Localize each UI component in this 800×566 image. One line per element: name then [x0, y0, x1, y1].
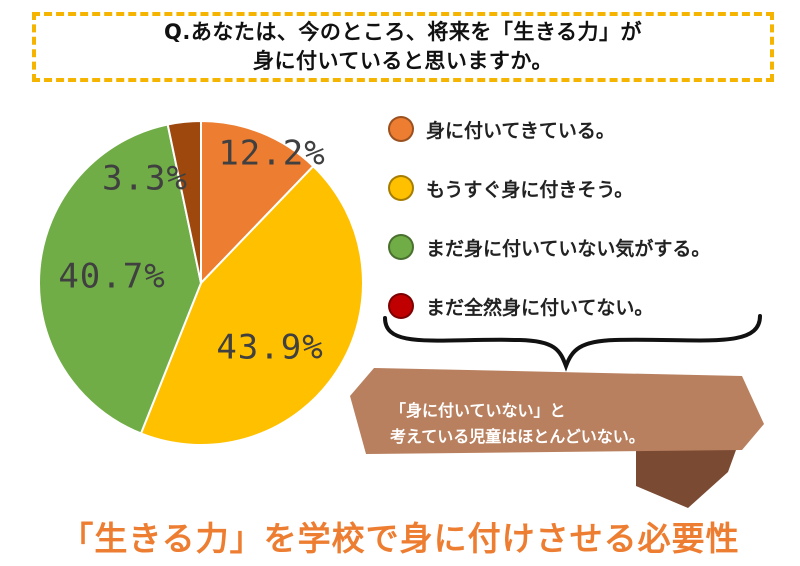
legend-item: まだ全然身に付いてない。: [388, 291, 798, 321]
legend-swatch: [388, 116, 414, 142]
pie-labels: 12.2% 43.9% 40.7% 3.3%: [58, 134, 325, 368]
pie-slice: [166, 119, 202, 284]
note-banner: [350, 368, 764, 454]
legend-label: まだ身に付いていない気がする。: [426, 237, 711, 260]
note-text: 「身に付いていない」と 考えている児童はほとんどいない。: [390, 398, 770, 450]
question-line-2: 身に付いていると思いますか。: [253, 49, 553, 73]
bottom-title: 「生きる力」を学校で身に付けさせる必要性: [60, 519, 740, 558]
question-line-1: Q.あなたは、今のところ、将来を「生きる力」が: [164, 20, 642, 44]
legend-label: もうすぐ身に付きそう。: [426, 178, 634, 201]
arrow-tail: [636, 450, 736, 508]
pie-chart: [38, 119, 364, 446]
legend-label: 身に付いてきている。: [426, 119, 615, 142]
note-line-1: 「身に付いていない」と: [390, 401, 566, 420]
legend-item: 身に付いてきている。: [388, 114, 798, 144]
pie-value-label: 12.2%: [218, 134, 325, 174]
question-box: Q.あなたは、今のところ、将来を「生きる力」が 身に付いていると思いますか。: [32, 12, 774, 82]
legend: 身に付いてきている。 もうすぐ身に付きそう。 まだ身に付いていない気がする。 ま…: [388, 114, 798, 350]
note-line-2: 考えている児童はほとんどいない。: [390, 427, 645, 446]
brace-line: [383, 314, 762, 372]
pie-value-label: 43.9%: [216, 328, 323, 368]
pie-slice: [38, 123, 203, 435]
note-callout: [350, 314, 764, 508]
legend-label: まだ全然身に付いてない。: [426, 296, 654, 319]
pie-value-label: 3.3%: [102, 159, 188, 199]
legend-item: まだ身に付いていない気がする。: [388, 232, 798, 262]
legend-swatch: [388, 293, 414, 319]
legend-swatch: [388, 234, 414, 260]
legend-swatch: [388, 175, 414, 201]
pie-slice: [139, 164, 364, 446]
pie-value-label: 40.7%: [58, 257, 165, 297]
legend-item: もうすぐ身に付きそう。: [388, 173, 798, 203]
pie-slice: [200, 119, 315, 286]
